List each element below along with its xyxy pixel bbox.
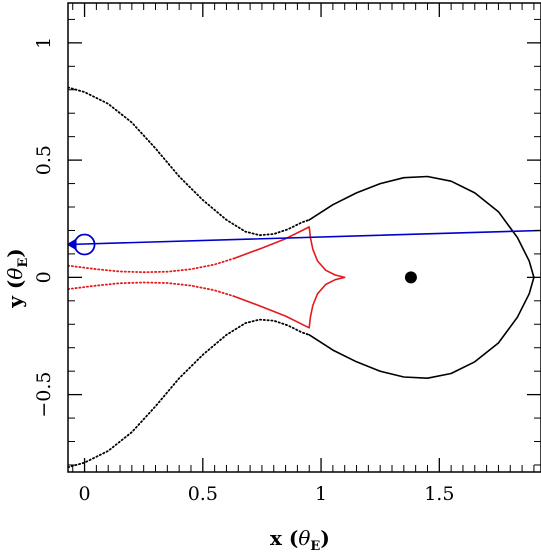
- series-critical-curve-upper-dotted: [68, 86, 311, 237]
- y-axis-label: y (θE): [3, 248, 31, 309]
- y-tick-label: 0: [33, 271, 55, 283]
- series-caustic-lower-dotted: [68, 281, 235, 298]
- x-axis-label: x (θE): [270, 526, 330, 554]
- x-tick-label: 1.5: [424, 483, 454, 505]
- series-source-trajectory: [68, 229, 541, 246]
- plot-frame: [67, 2, 541, 473]
- y-axis: −0.5 0 0.5 1: [33, 18, 541, 466]
- x-tick-label: 0.5: [188, 483, 218, 505]
- y-tick-label: 1: [33, 37, 55, 49]
- plot-area: [68, 86, 541, 469]
- series-caustic-upper-dotted: [68, 257, 235, 274]
- x-axis: 0 0.5 1 1.5: [72, 3, 535, 505]
- series-critical-curve-lower-dotted: [68, 318, 311, 469]
- y-tick-label: 0.5: [33, 145, 55, 175]
- marker-trajectory-arrow: [68, 238, 77, 251]
- marker-lens-position: [404, 271, 417, 284]
- series-caustic-solid: [232, 226, 346, 329]
- x-tick-label: 1: [315, 483, 327, 505]
- x-tick-label: 0: [79, 483, 91, 505]
- y-tick-label: −0.5: [33, 372, 55, 418]
